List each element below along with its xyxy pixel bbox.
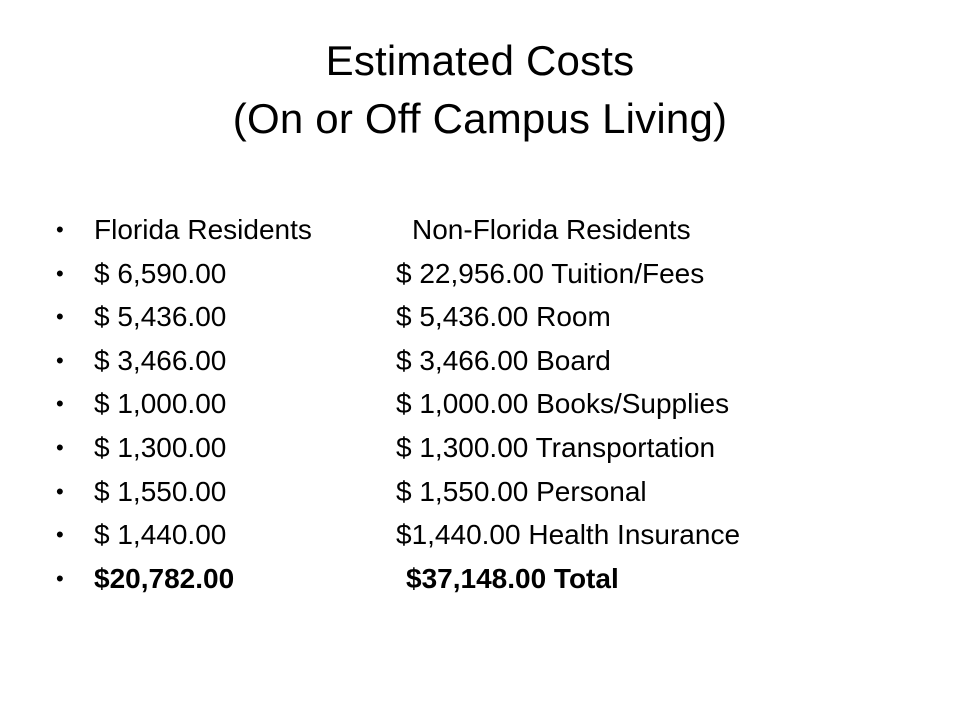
non-florida-personal-value: $ 1,550.00 Personal <box>396 475 647 507</box>
florida-books-value: $ 1,000.00 <box>94 388 227 420</box>
florida-tuition-value: $ 6,590.00 <box>94 257 227 289</box>
bullet-list: • Florida Residents Non-Florida Resident… <box>56 208 936 600</box>
bullet-icon: • <box>56 217 64 242</box>
bullet-icon: • <box>56 260 64 286</box>
board-row: • $ 3,466.00 $ 3,466.00 Board <box>56 339 936 383</box>
bullet-icon: • <box>56 565 64 591</box>
title-line-1: Estimated Costs <box>325 37 635 84</box>
tuition-fees-row: • $ 6,590.00 $ 22,956.00 Tuition/Fees <box>56 252 936 296</box>
florida-health-insurance-value: $ 1,440.00 <box>94 519 227 551</box>
non-florida-total-value: $37,148.00 Total <box>406 562 619 594</box>
florida-total-value: $20,782.00 <box>94 562 235 594</box>
non-florida-books-value: $ 1,000.00 Books/Supplies <box>396 388 730 420</box>
title-line-2: (On or Off Campus Living) <box>232 95 728 142</box>
health-insurance-row: • $ 1,440.00 $1,440.00 Health Insurance <box>56 513 936 557</box>
non-florida-board-value: $ 3,466.00 Board <box>396 344 611 376</box>
florida-transportation-value: $ 1,300.00 <box>94 431 227 463</box>
bullet-icon: • <box>56 478 64 504</box>
bullet-icon: • <box>56 304 64 330</box>
books-supplies-row: • $ 1,000.00 $ 1,000.00 Books/Supplies <box>56 382 936 426</box>
non-florida-residents-header: Non-Florida Residents <box>412 214 691 245</box>
florida-personal-value: $ 1,550.00 <box>94 475 227 507</box>
personal-row: • $ 1,550.00 $ 1,550.00 Personal <box>56 470 936 514</box>
non-florida-tuition-value: $ 22,956.00 Tuition/Fees <box>396 257 705 289</box>
room-row: • $ 5,436.00 $ 5,436.00 Room <box>56 295 936 339</box>
non-florida-room-value: $ 5,436.00 Room <box>396 301 611 333</box>
bullet-icon: • <box>56 391 64 417</box>
florida-board-value: $ 3,466.00 <box>94 344 227 376</box>
header-row: • Florida Residents Non-Florida Resident… <box>56 208 936 252</box>
slide-title: Estimated Costs (On or Off Campus Living… <box>0 32 960 148</box>
florida-room-value: $ 5,436.00 <box>94 301 227 333</box>
florida-residents-header: Florida Residents <box>94 214 312 245</box>
total-row: • $20,782.00 $37,148.00 Total <box>56 557 936 601</box>
non-florida-transportation-value: $ 1,300.00 Transportation <box>396 431 716 463</box>
bullet-icon: • <box>56 347 64 373</box>
bullet-icon: • <box>56 522 64 548</box>
transportation-row: • $ 1,300.00 $ 1,300.00 Transportation <box>56 426 936 470</box>
non-florida-health-insurance-value: $1,440.00 Health Insurance <box>396 519 741 551</box>
bullet-icon: • <box>56 434 64 460</box>
